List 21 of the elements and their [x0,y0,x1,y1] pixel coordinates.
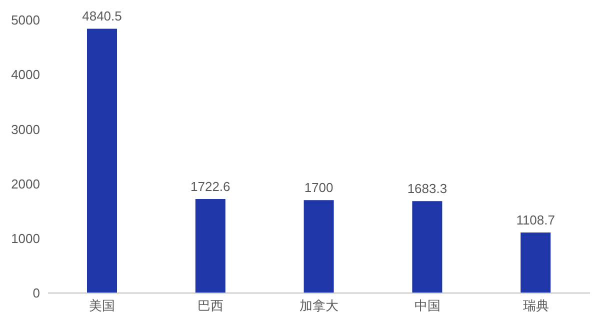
x-tick-label: 巴西 [198,298,224,314]
y-tick-label: 2000 [11,176,40,192]
x-tick-label: 加拿大 [300,298,338,314]
data-label: 1108.7 [516,212,555,228]
data-label: 4840.5 [82,8,122,24]
bar [195,198,226,293]
x-tick-label: 中国 [414,298,440,314]
data-label: 1700 [304,180,334,196]
y-tick-label: 3000 [11,122,40,137]
bar [412,201,442,293]
y-tick-label: 1000 [11,231,40,246]
y-tick-label: 0 [32,286,40,301]
bar [520,232,551,293]
data-label: 1722.6 [190,178,230,194]
data-label: 1683.3 [407,181,448,196]
bar [304,200,334,293]
bar [87,28,117,293]
x-tick-label: 瑞典 [522,298,549,314]
y-tick-label: 4000 [11,67,40,82]
x-tick-label: 美国 [89,298,116,314]
y-tick-label: 5000 [11,12,40,28]
